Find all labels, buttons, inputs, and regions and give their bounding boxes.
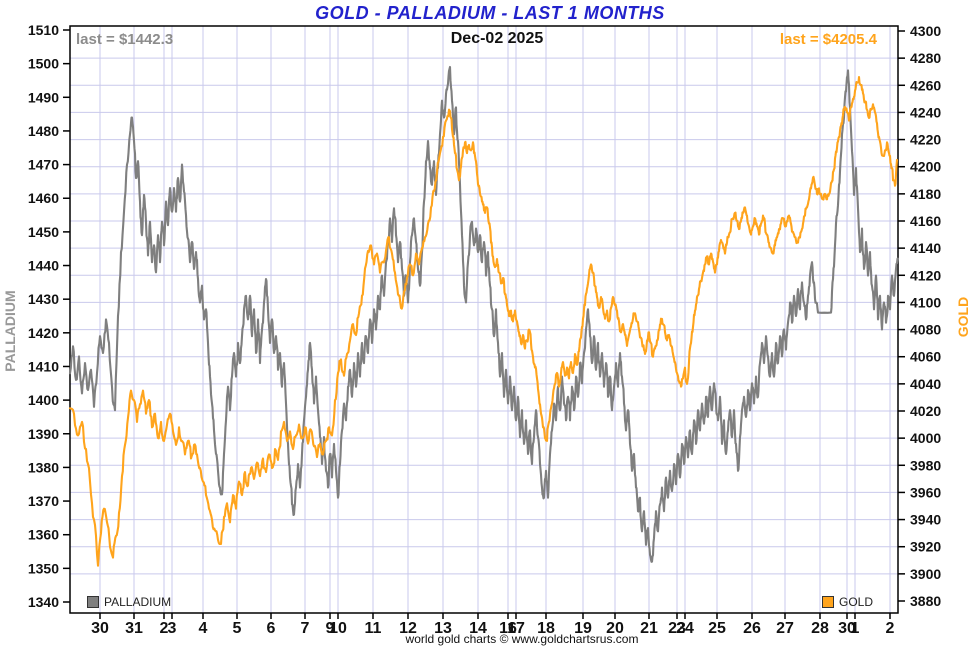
right-axis-tick-label: 3900	[910, 566, 941, 582]
right-axis-tick-label: 3980	[910, 457, 941, 473]
x-axis-tick-label: 26	[743, 620, 761, 637]
left-axis-title: PALLADIUM	[2, 290, 18, 372]
left-axis-tick-label: 1360	[28, 527, 59, 543]
x-axis-tick-label: 9	[326, 620, 335, 637]
x-axis-tick-label: 17	[507, 620, 525, 637]
left-axis-tick-label: 1350	[28, 560, 59, 576]
x-axis-tick-label: 21	[640, 620, 658, 637]
x-axis-tick-label: 19	[574, 620, 592, 637]
x-axis-tick-label: 16	[499, 620, 517, 637]
x-axis-tick-label: 3	[168, 620, 177, 637]
left-axis-tick-label: 1410	[28, 358, 59, 374]
x-axis-tick-label: 27	[776, 620, 794, 637]
palladium-last-value: last = $1442.3	[76, 31, 174, 48]
right-axis-tick-label: 4100	[910, 294, 941, 310]
x-axis-tick-label: 6	[267, 620, 276, 637]
right-axis-tick-label: 4280	[910, 50, 941, 66]
legend-palladium: PALLADIUM	[87, 595, 171, 609]
x-axis-tick-label: 10	[329, 620, 347, 637]
left-axis-tick-label: 1450	[28, 224, 59, 240]
x-axis-tick-label: 30	[91, 620, 109, 637]
x-axis-tick-label: 31	[125, 620, 143, 637]
left-axis-tick-label: 1380	[28, 459, 59, 475]
legend-palladium-label: PALLADIUM	[104, 595, 172, 609]
right-axis-tick-label: 4000	[910, 430, 941, 446]
right-axis-tick-label: 4200	[910, 159, 941, 175]
left-axis-tick-label: 1460	[28, 190, 59, 206]
right-axis-tick-label: 4080	[910, 322, 941, 338]
right-axis-tick-label: 4140	[910, 240, 941, 256]
left-axis-tick-label: 1470	[28, 157, 59, 173]
x-axis-tick-label: 13	[434, 620, 452, 637]
right-axis-tick-label: 3940	[910, 512, 941, 528]
right-axis-tick-label: 4060	[910, 349, 941, 365]
right-axis-title: GOLD	[955, 296, 971, 338]
x-axis-tick-label: 23	[668, 620, 686, 637]
left-axis-tick-label: 1490	[28, 89, 59, 105]
left-axis-tick-label: 1500	[28, 56, 59, 72]
right-axis-tick-label: 4040	[910, 376, 941, 392]
x-axis-tick-label: 11	[365, 620, 382, 637]
date-annotation: Dec-02 2025	[450, 30, 544, 47]
left-axis-tick-label: 1370	[28, 493, 59, 509]
page-title: GOLD - PALLADIUM - LAST 1 MONTHS	[315, 3, 665, 23]
left-axis-tick-label: 1390	[28, 426, 59, 442]
left-axis-tick-label: 1510	[28, 22, 59, 38]
series-palladium	[68, 65, 900, 563]
x-axis-tick-label: 30	[838, 620, 856, 637]
palladium-swatch-icon	[87, 596, 99, 608]
source-caption: world gold charts © www.goldchartsrus.co…	[405, 632, 639, 646]
x-axis-tick-label: 1	[851, 620, 860, 637]
x-axis-tick-label: 18	[537, 620, 555, 637]
x-axis-tick-label: 28	[811, 620, 829, 637]
gold-swatch-icon	[822, 596, 834, 608]
right-axis-tick-label: 4240	[910, 104, 941, 120]
x-axis-tick-label: 20	[606, 620, 624, 637]
right-axis-tick-label: 4020	[910, 403, 941, 419]
left-axis-tick-label: 1420	[28, 325, 59, 341]
left-axis-tick-label: 1480	[28, 123, 59, 139]
x-axis-tick-label: 7	[301, 620, 310, 637]
legend-gold-label: GOLD	[839, 595, 874, 609]
left-axis-tick-label: 1440	[28, 258, 59, 274]
right-axis-tick-label: 4160	[910, 213, 941, 229]
legend-gold: GOLD	[822, 595, 873, 609]
right-axis-tick-label: 3960	[910, 484, 941, 500]
gold-last-value: last = $4205.4	[779, 31, 877, 48]
left-axis-tick-label: 1430	[28, 291, 59, 307]
plot-border	[69, 25, 899, 614]
right-axis-tick-label: 4300	[910, 23, 941, 39]
left-axis-tick-label: 1340	[28, 594, 59, 610]
x-axis-tick-label: 5	[233, 620, 242, 637]
left-axis-tick-label: 1400	[28, 392, 59, 408]
x-axis-tick-label: 25	[708, 620, 726, 637]
x-axis-tick-label: 14	[469, 620, 487, 637]
x-axis-tick-label: 4	[199, 620, 208, 637]
right-axis-tick-label: 4180	[910, 186, 941, 202]
right-axis-tick-label: 3880	[910, 593, 941, 609]
right-axis-tick-label: 3920	[910, 539, 941, 555]
right-axis-tick-label: 4120	[910, 267, 941, 283]
x-axis-tick-label: 12	[399, 620, 417, 637]
right-axis-tick-label: 4260	[910, 77, 941, 93]
x-axis-tick-label: 2	[160, 620, 169, 637]
x-axis-tick-label: 24	[676, 620, 694, 637]
x-axis-tick-label: 2	[886, 620, 895, 637]
right-axis-tick-label: 4220	[910, 132, 941, 148]
series-gold	[68, 76, 899, 567]
